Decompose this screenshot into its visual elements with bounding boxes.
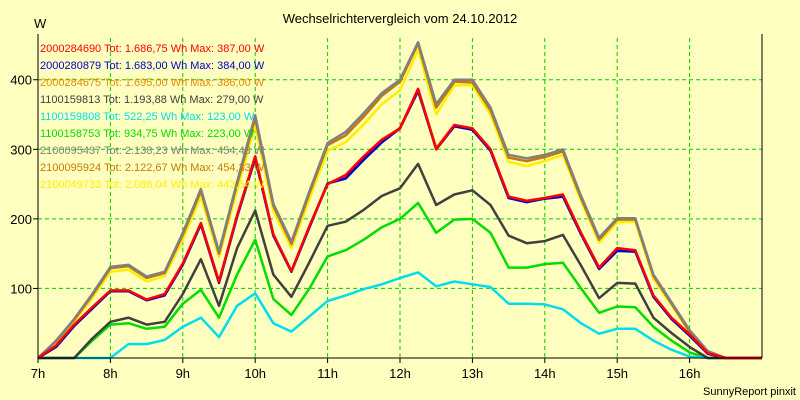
chart-title: Wechselrichtervergleich vom 24.10.2012	[283, 11, 518, 26]
axes: 7h 8h 9h 10h 11h 12h 13h 14h 15h 16h 100 200 300 400	[10, 34, 763, 381]
series-line	[37, 87, 762, 360]
x-tick-label: 7h	[31, 366, 45, 381]
x-tick-label: 11h	[317, 366, 338, 381]
y-tick-label: 300	[10, 142, 32, 157]
series-line	[38, 271, 762, 360]
y-tick-label: 100	[10, 281, 32, 296]
legend-entry: 2000280879 Tot: 1.683,00 Wh Max: 384,00 …	[40, 60, 265, 72]
x-tick-label: 16h	[679, 366, 701, 381]
legend-entry: 1100159813 Tot: 1.193,88 Wh Max: 279,00 …	[40, 94, 264, 106]
legend-entry: 2000284690 Tot: 1.686,75 Wh Max: 387,00 …	[40, 43, 265, 55]
legend-entry: 2100095437 Tot: 2.138,23 Wh Max: 454,48 …	[40, 145, 265, 157]
legend: 2000284690 Tot: 1.686,75 Wh Max: 387,00 …	[40, 43, 265, 191]
x-tick-label: 10h	[244, 366, 266, 381]
x-tick-label: 15h	[606, 366, 628, 381]
legend-entry: 1100159808 Tot: 522,25 Wh Max: 123,00 W	[40, 111, 255, 123]
series-lines	[37, 40, 762, 360]
series-line	[38, 162, 762, 360]
legend-entry: 2000284675 Tot: 1.695,00 Wh Max: 386,00 …	[40, 77, 265, 89]
footer-credit: SunnyReport pinxit	[703, 386, 796, 398]
series-line	[37, 40, 762, 360]
y-tick-label: 200	[10, 212, 32, 227]
x-tick-label: 12h	[389, 366, 411, 381]
x-tick-label: 14h	[534, 366, 556, 381]
x-tick-label: 13h	[462, 366, 484, 381]
y-axis-label: W	[34, 16, 47, 31]
legend-entry: 2100095924 Tot: 2.122,67 Wh Max: 454,33 …	[40, 162, 265, 174]
y-tick-label: 400	[10, 73, 32, 88]
x-tick-label: 9h	[176, 366, 190, 381]
legend-entry: 1100158753 Tot: 934,75 Wh Max: 223,00 W	[40, 128, 255, 140]
series-line	[38, 201, 762, 360]
legend-entry: 2100049733 Tot: 2.088,04 Wh Max: 443,54 …	[40, 179, 265, 191]
x-tick-label: 8h	[103, 366, 117, 381]
